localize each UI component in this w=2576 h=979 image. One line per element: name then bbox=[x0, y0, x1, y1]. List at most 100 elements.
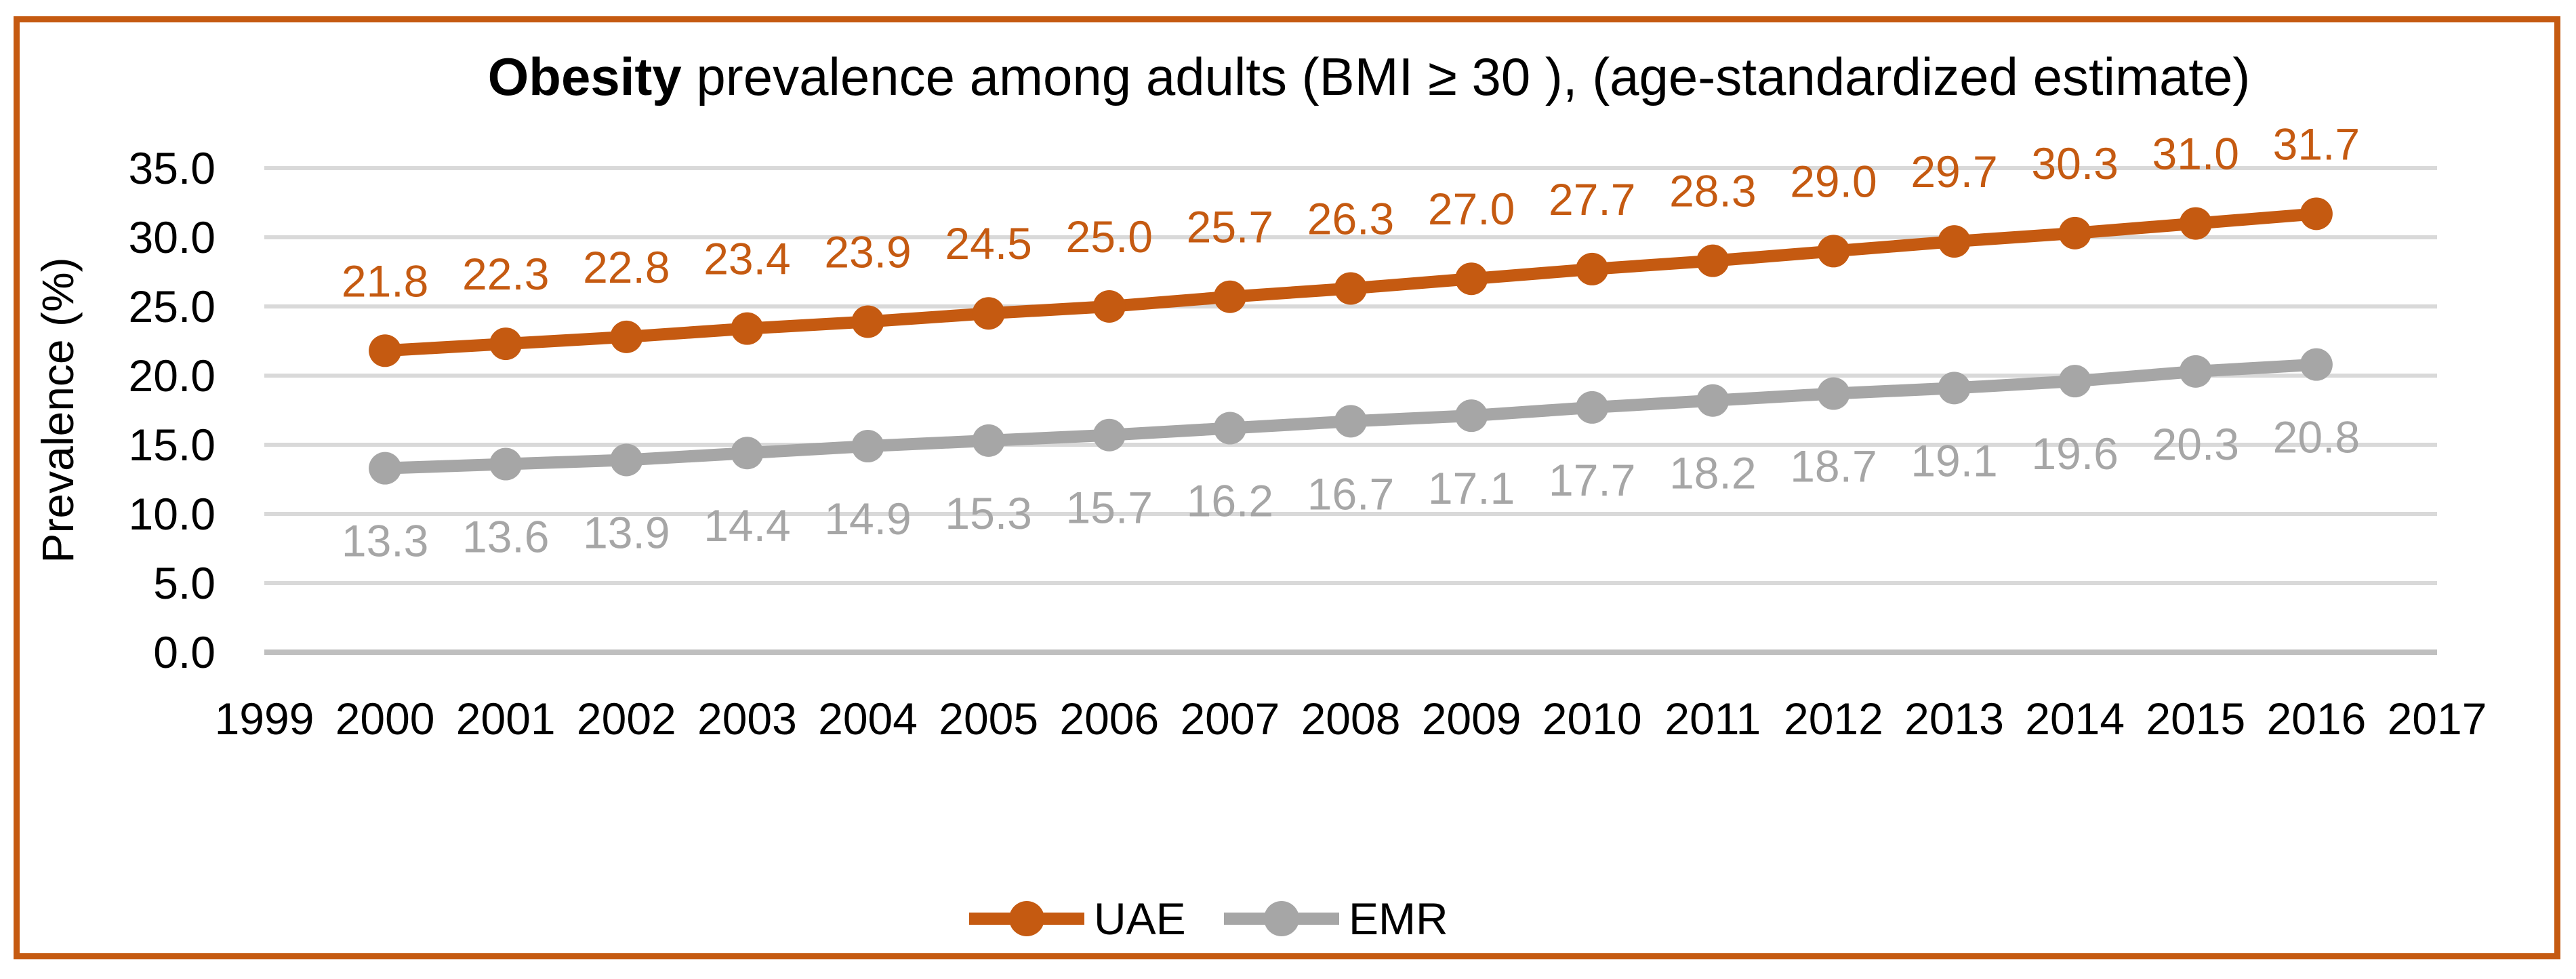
data-point-emr bbox=[1455, 399, 1488, 433]
data-label-emr: 14.4 bbox=[703, 500, 790, 551]
data-label-emr: 14.9 bbox=[824, 494, 911, 544]
data-label-emr: 19.1 bbox=[1910, 435, 1997, 485]
data-point-emr bbox=[731, 437, 764, 470]
y-tick-label: 35.0 bbox=[129, 143, 216, 193]
x-tick-label: 2014 bbox=[2025, 694, 2125, 744]
data-label-emr: 19.6 bbox=[2031, 428, 2118, 479]
x-tick-label: 2016 bbox=[2266, 694, 2366, 744]
x-tick-label: 2007 bbox=[1180, 694, 1280, 744]
legend-marker-emr-icon bbox=[1264, 901, 1299, 936]
data-label-emr: 15.3 bbox=[945, 488, 1031, 538]
x-axis-labels: 1999 2000 2001 2002 2003 2004 2005 2006 2007 2008… bbox=[215, 694, 2487, 744]
data-labels: 21.8 22.3 22.8 23.4 23.9 24.5 25.0 25.7 26.3 27.0… bbox=[342, 119, 2360, 565]
data-point-uae bbox=[972, 297, 1005, 330]
x-tick-label: 2000 bbox=[335, 694, 435, 744]
x-tick-label: 1999 bbox=[215, 694, 314, 744]
x-tick-label: 2015 bbox=[2146, 694, 2245, 744]
legend: UAE EMR bbox=[969, 894, 1448, 944]
data-point-uae bbox=[369, 334, 402, 367]
x-tick-label: 2011 bbox=[1664, 694, 1761, 744]
legend-item-uae: UAE bbox=[969, 894, 1186, 944]
legend-label-uae: UAE bbox=[1094, 894, 1186, 944]
data-label-uae: 31.7 bbox=[2273, 119, 2360, 169]
data-label-emr: 17.7 bbox=[1549, 455, 1635, 505]
x-tick-label: 2001 bbox=[456, 694, 556, 744]
chart-title-rest: prevalence among adults (BMI ≥ 30 ), (ag… bbox=[682, 47, 2251, 106]
y-axis-title: Prevalence (%) bbox=[33, 257, 83, 563]
data-point-uae bbox=[2299, 197, 2333, 231]
x-tick-label: 2013 bbox=[1904, 694, 2004, 744]
data-label-emr: 18.2 bbox=[1669, 448, 1756, 498]
legend-item-emr: EMR bbox=[1224, 894, 1448, 944]
data-point-uae bbox=[731, 312, 764, 345]
data-point-emr bbox=[1213, 412, 1246, 445]
data-label-uae: 23.9 bbox=[824, 226, 911, 277]
data-point-uae bbox=[2058, 216, 2091, 249]
data-label-uae: 25.0 bbox=[1066, 212, 1153, 262]
data-point-emr bbox=[489, 447, 523, 481]
chart-frame-border bbox=[14, 16, 2560, 959]
data-point-emr bbox=[972, 424, 1005, 457]
series-lines bbox=[369, 197, 2333, 485]
data-label-uae: 21.8 bbox=[342, 256, 428, 306]
data-point-emr bbox=[1817, 377, 1850, 410]
data-label-uae: 26.3 bbox=[1307, 193, 1394, 243]
data-point-emr bbox=[2058, 365, 2091, 398]
x-tick-label: 2010 bbox=[1542, 694, 1642, 744]
data-label-emr: 16.2 bbox=[1187, 476, 1273, 526]
y-axis-labels: 0.0 5.0 10.0 15.0 20.0 25.0 30.0 35.0 bbox=[129, 143, 216, 677]
data-point-emr bbox=[2179, 355, 2212, 388]
data-point-uae bbox=[1213, 280, 1246, 313]
chart-title-bold: Obesity bbox=[488, 47, 682, 106]
y-tick-label: 15.0 bbox=[129, 420, 216, 470]
data-label-emr: 13.9 bbox=[583, 507, 670, 557]
data-point-emr bbox=[369, 452, 402, 485]
data-point-uae bbox=[851, 305, 884, 338]
x-tick-label: 2004 bbox=[818, 694, 918, 744]
data-label-emr: 17.1 bbox=[1428, 463, 1515, 513]
data-point-uae bbox=[1817, 235, 1850, 268]
y-tick-label: 20.0 bbox=[129, 351, 216, 401]
x-tick-label: 2008 bbox=[1301, 694, 1401, 744]
data-label-emr: 13.3 bbox=[342, 516, 428, 566]
data-point-uae bbox=[1455, 262, 1488, 296]
x-tick-label: 2002 bbox=[577, 694, 676, 744]
data-label-uae: 23.4 bbox=[703, 234, 790, 284]
data-label-emr: 20.8 bbox=[2273, 412, 2360, 462]
data-label-emr: 20.3 bbox=[2152, 419, 2239, 469]
y-tick-label: 10.0 bbox=[129, 489, 216, 539]
data-point-uae bbox=[610, 320, 643, 353]
data-label-uae: 29.7 bbox=[1910, 146, 1997, 197]
data-point-uae bbox=[1334, 272, 1367, 305]
x-tick-label: 2017 bbox=[2388, 694, 2487, 744]
data-label-emr: 16.7 bbox=[1307, 468, 1394, 519]
data-point-emr bbox=[1938, 372, 1971, 405]
data-label-uae: 22.8 bbox=[583, 242, 670, 292]
data-point-emr bbox=[1576, 391, 1609, 424]
data-label-uae: 30.3 bbox=[2031, 138, 2118, 188]
y-tick-label: 0.0 bbox=[153, 627, 216, 677]
chart-title: Obesity prevalence among adults (BMI ≥ 3… bbox=[488, 47, 2251, 106]
data-point-uae bbox=[1938, 225, 1971, 258]
data-point-emr bbox=[1334, 405, 1367, 438]
y-tick-label: 30.0 bbox=[129, 212, 216, 262]
data-point-emr bbox=[851, 430, 884, 463]
data-label-uae: 27.0 bbox=[1428, 184, 1515, 234]
data-point-emr bbox=[2299, 348, 2333, 381]
data-label-uae: 31.0 bbox=[2152, 129, 2239, 179]
data-label-uae: 25.7 bbox=[1187, 202, 1273, 252]
legend-label-emr: EMR bbox=[1349, 894, 1448, 944]
data-label-emr: 18.7 bbox=[1790, 441, 1877, 492]
data-point-uae bbox=[1092, 290, 1126, 323]
data-point-emr bbox=[610, 443, 643, 477]
data-point-emr bbox=[1696, 384, 1730, 417]
data-label-uae: 24.5 bbox=[945, 218, 1031, 268]
data-point-emr bbox=[1092, 418, 1126, 452]
y-tick-label: 25.0 bbox=[129, 281, 216, 332]
x-tick-label: 2003 bbox=[697, 694, 797, 744]
data-label-uae: 22.3 bbox=[462, 249, 549, 299]
data-label-emr: 15.7 bbox=[1066, 483, 1153, 533]
x-tick-label: 2005 bbox=[939, 694, 1038, 744]
